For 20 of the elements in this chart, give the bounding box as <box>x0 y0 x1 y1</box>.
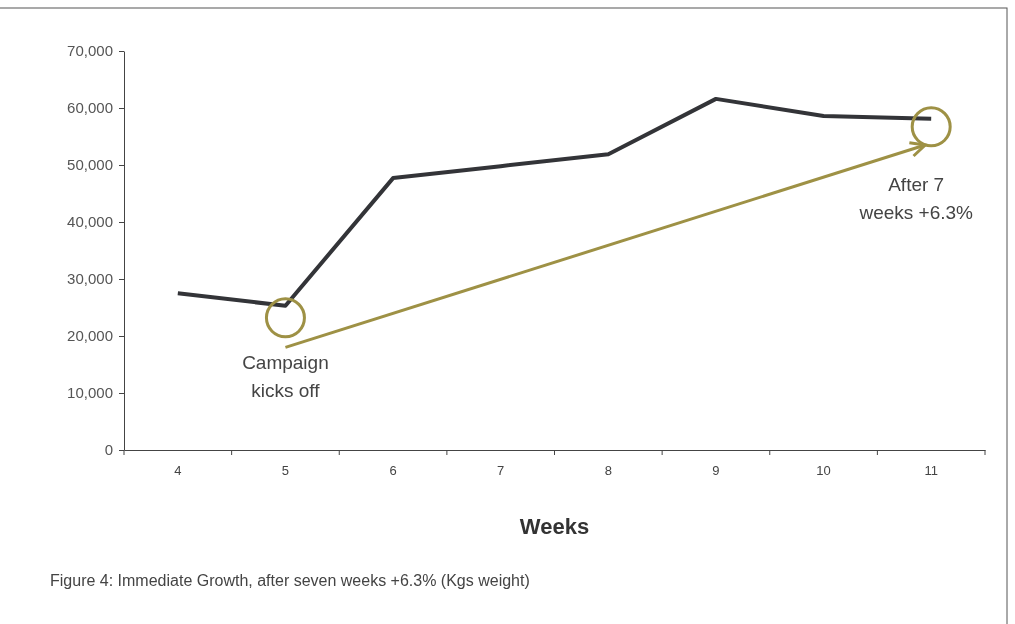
x-tick-label: 9 <box>712 463 720 478</box>
x-tick-label: 4 <box>174 463 182 478</box>
x-tick-label: 11 <box>924 463 938 478</box>
annotation: After 7 weeks +6.3% <box>858 173 974 223</box>
x-tick-label: 6 <box>389 463 397 478</box>
y-tick-label: 50,000 <box>67 156 113 174</box>
y-tick-label: 10,000 <box>67 384 113 402</box>
x-tick-label: 7 <box>497 463 505 478</box>
text: Figure 4: Immediate Growth, after seven weeks +6.3% (Kgs weight) <box>50 572 530 589</box>
x-tick-label: 5 <box>281 463 290 478</box>
y-tick-label: 40,000 <box>67 213 113 231</box>
y-tick-label: 70,000 <box>67 42 113 60</box>
x-axis-title: Weeks <box>519 514 590 539</box>
x-tick-label: 10 <box>816 463 831 478</box>
x-tick-label: 8 <box>604 463 612 478</box>
y-tick-label: 0 <box>104 441 113 459</box>
y-tick-label: 20,000 <box>67 327 113 345</box>
annotation: Campaign kicks off <box>242 351 329 401</box>
y-tick-label: 60,000 <box>67 99 113 117</box>
y-tick-label: 30,000 <box>67 270 113 288</box>
